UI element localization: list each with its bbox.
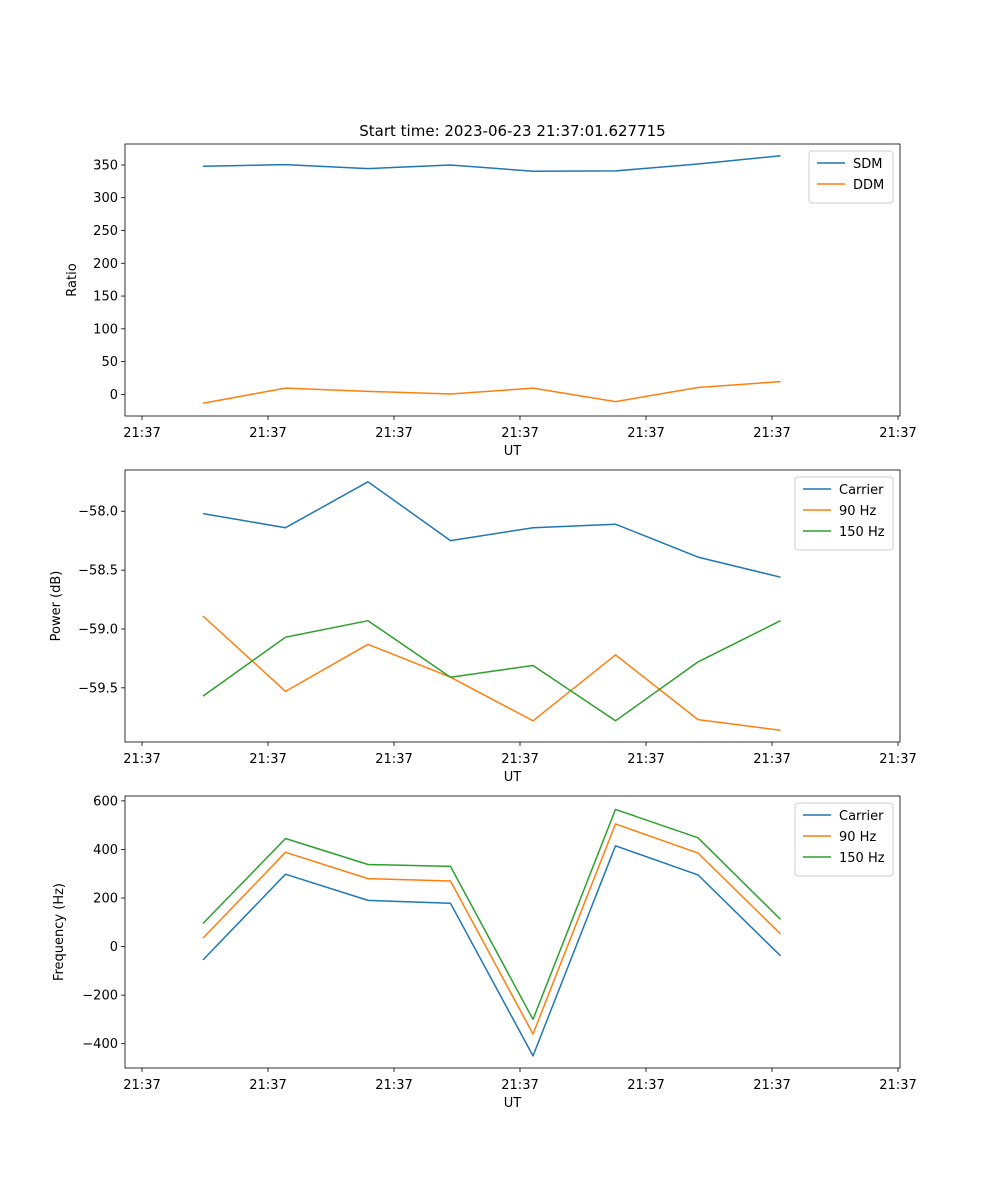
- x-tick-label: 21:37: [501, 426, 538, 441]
- series-line-ddm: [202, 380, 781, 404]
- legend-entry-label: Carrier: [839, 483, 884, 498]
- y-tick-label: 250: [93, 224, 118, 239]
- legend-entry-label: 150 Hz: [839, 525, 885, 540]
- legend: Carrier 90 Hz 150 Hz: [794, 802, 894, 877]
- y-tick-label: −200: [82, 989, 118, 1004]
- y-tick-label: 200: [93, 257, 118, 272]
- x-tick-label: 21:37: [375, 426, 412, 441]
- x-tick-label: 21:37: [879, 1078, 916, 1093]
- series-line-carrier: [202, 481, 781, 578]
- legend: SDM DDM: [808, 150, 894, 204]
- x-tick-label: 21:37: [249, 752, 286, 767]
- legend-entry-label: Carrier: [839, 809, 884, 824]
- subplot-2: 21:37 21:37 21:37 21:37 21:37 21:37 21:37 −58.0…: [49, 469, 917, 785]
- series-line-90-hz: [202, 615, 781, 731]
- series-line-sdm: [202, 155, 781, 172]
- x-tick-label: 21:37: [879, 752, 916, 767]
- x-tick-label: 21:37: [375, 1078, 412, 1093]
- axes-frame: [124, 469, 901, 743]
- x-tick-label: 21:37: [627, 752, 664, 767]
- legend: Carrier 90 Hz 150 Hz: [794, 476, 894, 551]
- y-tick-label: −58.5: [78, 564, 118, 579]
- y-tick-label: −58.0: [78, 505, 118, 520]
- subplot-1: 21:37 21:37 21:37 21:37 21:37 21:37 21:37 0 50 10…: [65, 122, 917, 459]
- x-axis-label: UT: [504, 1096, 522, 1111]
- axes-frame: [124, 795, 901, 1069]
- legend-entry-label: 150 Hz: [839, 851, 885, 866]
- y-tick-label: −59.5: [78, 681, 118, 696]
- x-axis-label: UT: [504, 770, 522, 785]
- y-tick-label: −400: [82, 1037, 118, 1052]
- y-axis-label: Frequency (Hz): [52, 883, 67, 981]
- y-tick-label: 50: [101, 355, 118, 370]
- x-tick-label: 21:37: [627, 1078, 664, 1093]
- x-tick-label: 21:37: [879, 426, 916, 441]
- x-tick-label: 21:37: [123, 1078, 160, 1093]
- x-tick-label: 21:37: [123, 426, 160, 441]
- x-tick-label: 21:37: [501, 1078, 538, 1093]
- series-line-150-hz: [202, 619, 781, 722]
- y-tick-label: 300: [93, 191, 118, 206]
- x-tick-label: 21:37: [753, 752, 790, 767]
- y-tick-label: 200: [93, 892, 118, 907]
- y-tick-label: 350: [93, 158, 118, 173]
- x-axis-label: UT: [504, 444, 522, 459]
- x-tick-label: 21:37: [249, 426, 286, 441]
- legend-box: [808, 150, 894, 204]
- subplot-3: 21:37 21:37 21:37 21:37 21:37 21:37 21:37 600 40…: [52, 794, 917, 1111]
- x-tick-label: 21:37: [375, 752, 412, 767]
- series-line-150-hz: [202, 808, 782, 1021]
- x-tick-label: 21:37: [753, 426, 790, 441]
- x-tick-label: 21:37: [753, 1078, 790, 1093]
- legend-entry-label: SDM: [853, 157, 882, 172]
- axes-frame: [124, 143, 901, 417]
- y-tick-label: 0: [110, 940, 118, 955]
- chart-title: Start time: 2023-06-23 21:37:01.627715: [359, 122, 665, 140]
- x-tick-label: 21:37: [249, 1078, 286, 1093]
- legend-entry-label: DDM: [853, 178, 884, 193]
- series-line-carrier: [202, 845, 782, 1057]
- y-axis-label: Power (dB): [49, 571, 64, 642]
- y-tick-label: 150: [93, 290, 118, 305]
- y-axis-label: Ratio: [65, 263, 80, 296]
- x-tick-label: 21:37: [627, 426, 664, 441]
- y-tick-label: 400: [93, 843, 118, 858]
- x-tick-label: 21:37: [501, 752, 538, 767]
- x-tick-label: 21:37: [123, 752, 160, 767]
- y-tick-label: 100: [93, 322, 118, 337]
- y-tick-label: −59.0: [78, 622, 118, 637]
- y-tick-label: 0: [110, 388, 118, 403]
- legend-entry-label: 90 Hz: [839, 830, 876, 845]
- series-line-90-hz: [202, 823, 782, 1035]
- legend-entry-label: 90 Hz: [839, 504, 876, 519]
- y-tick-label: 600: [93, 794, 118, 809]
